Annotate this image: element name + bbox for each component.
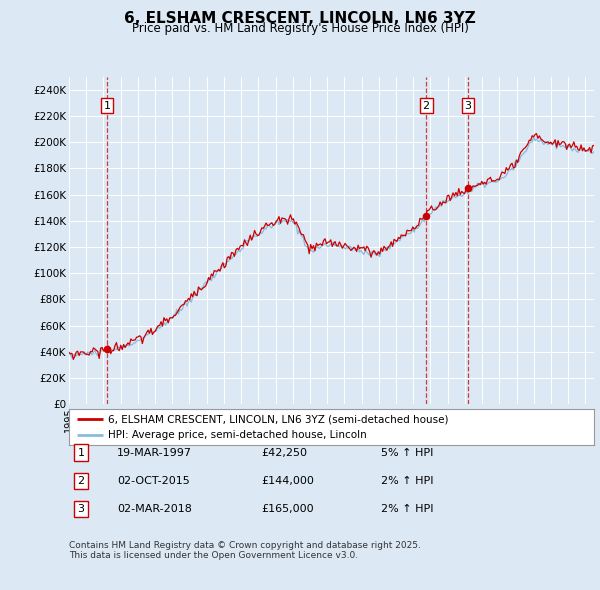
Text: 6, ELSHAM CRESCENT, LINCOLN, LN6 3YZ: 6, ELSHAM CRESCENT, LINCOLN, LN6 3YZ	[124, 11, 476, 25]
Text: 3: 3	[77, 504, 85, 514]
Text: 02-OCT-2015: 02-OCT-2015	[117, 476, 190, 486]
Text: £165,000: £165,000	[261, 504, 314, 514]
Text: 2% ↑ HPI: 2% ↑ HPI	[381, 504, 433, 514]
Text: 6, ELSHAM CRESCENT, LINCOLN, LN6 3YZ (semi-detached house): 6, ELSHAM CRESCENT, LINCOLN, LN6 3YZ (se…	[109, 414, 449, 424]
Text: This data is licensed under the Open Government Licence v3.0.: This data is licensed under the Open Gov…	[69, 552, 358, 560]
Text: 3: 3	[464, 100, 472, 110]
Text: 02-MAR-2018: 02-MAR-2018	[117, 504, 192, 514]
Text: 2% ↑ HPI: 2% ↑ HPI	[381, 476, 433, 486]
Text: HPI: Average price, semi-detached house, Lincoln: HPI: Average price, semi-detached house,…	[109, 430, 367, 440]
Text: Price paid vs. HM Land Registry's House Price Index (HPI): Price paid vs. HM Land Registry's House …	[131, 22, 469, 35]
Text: 19-MAR-1997: 19-MAR-1997	[117, 448, 192, 457]
Text: 1: 1	[77, 448, 85, 457]
Text: 2: 2	[422, 100, 430, 110]
Text: Contains HM Land Registry data © Crown copyright and database right 2025.: Contains HM Land Registry data © Crown c…	[69, 541, 421, 550]
Text: 5% ↑ HPI: 5% ↑ HPI	[381, 448, 433, 457]
Text: £42,250: £42,250	[261, 448, 307, 457]
Text: 1: 1	[104, 100, 110, 110]
Text: 2: 2	[77, 476, 85, 486]
Text: £144,000: £144,000	[261, 476, 314, 486]
